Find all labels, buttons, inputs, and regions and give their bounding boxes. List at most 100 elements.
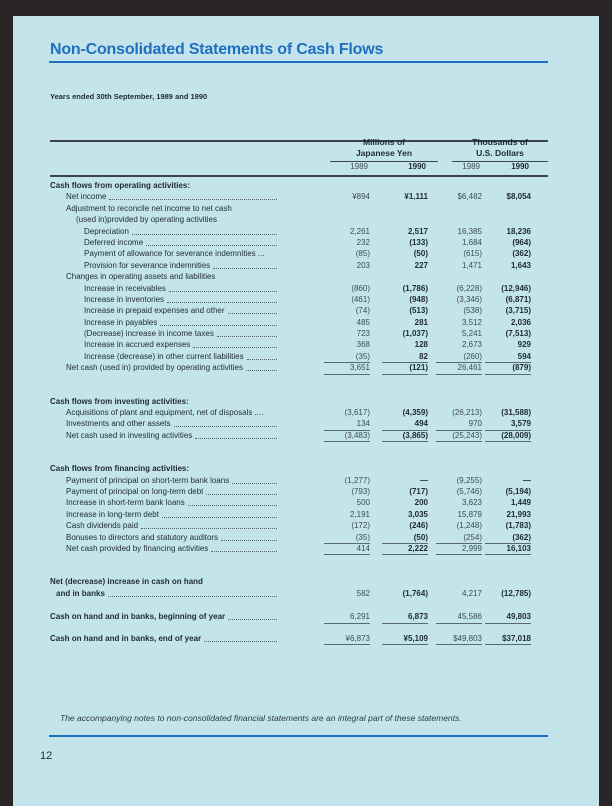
row-label: Increase in payables bbox=[84, 317, 158, 327]
value-cell: 1,449 bbox=[510, 498, 531, 508]
value-cell: (1,783) bbox=[505, 521, 531, 531]
value-cell: 414 bbox=[324, 543, 370, 556]
value-cell: 134 bbox=[324, 418, 370, 431]
value-cell: (31,588) bbox=[501, 408, 531, 418]
table-row: (Decrease) increase in income taxes 723 (1… bbox=[0, 328, 612, 339]
page-title: Non-Consolidated Statements of Cash Flow… bbox=[50, 41, 384, 58]
value-cell: (1,786) bbox=[402, 283, 428, 293]
value-cell: (35) bbox=[324, 351, 370, 364]
row-label: Adjustment to reconcile net income to ne… bbox=[66, 203, 232, 213]
leader-dots bbox=[217, 336, 277, 338]
value-cell: $49,803 bbox=[436, 633, 482, 645]
value-cell: (5,194) bbox=[505, 486, 531, 496]
section-heading-row: Net (decrease) increase in cash on hand bbox=[0, 576, 612, 587]
row-label: Provision for severance indemnities bbox=[84, 260, 211, 270]
value-cell: 3,623 bbox=[461, 498, 482, 508]
table-row: Payment of principal on long-term debt (7… bbox=[0, 486, 612, 497]
table-section: Cash flows from financing activities: Pay… bbox=[0, 463, 612, 556]
table-row: Cash on hand and in banks, end of year ¥6… bbox=[0, 633, 612, 645]
value-cell: (9,255) bbox=[456, 475, 482, 485]
section-heading: Cash flows from investing activities: bbox=[50, 396, 189, 406]
row-label: Deferred income bbox=[84, 237, 144, 247]
leader-dots bbox=[247, 358, 277, 360]
leader-dots bbox=[141, 528, 277, 530]
table-row: Increase in prepaid expenses and other (7… bbox=[0, 305, 612, 316]
value-cell: (50) bbox=[382, 532, 428, 544]
value-cell: (3,346) bbox=[456, 294, 482, 304]
value-cell: (26,213) bbox=[452, 408, 482, 418]
value-cell: 3,035 bbox=[407, 509, 428, 519]
table-row: Net income ¥894 ¥1,111 $6,482 $8,054 bbox=[0, 191, 612, 202]
leader-dots bbox=[232, 482, 277, 484]
leader-dots bbox=[146, 244, 277, 246]
row-label: Acquisitions of plant and equipment, net… bbox=[66, 408, 264, 418]
year-yen-1989: 1989 bbox=[350, 162, 368, 171]
value-cell: 2,517 bbox=[407, 226, 428, 236]
value-cell: (793) bbox=[351, 486, 370, 496]
value-cell: 3,512 bbox=[461, 317, 482, 327]
table-section: Cash flows from investing activities: Acq… bbox=[0, 396, 612, 443]
value-cell: 368 bbox=[356, 340, 370, 350]
yen-column-header: Millions of Japanese Yen bbox=[330, 137, 438, 159]
value-cell: 500 bbox=[356, 498, 370, 508]
value-cell: ¥894 bbox=[352, 192, 370, 202]
leader-dots bbox=[174, 426, 277, 428]
value-cell: 5,241 bbox=[461, 329, 482, 339]
year-usd-1989: 1989 bbox=[462, 162, 480, 171]
value-cell: (35) bbox=[324, 532, 370, 544]
value-cell: 200 bbox=[414, 498, 428, 508]
table-row: Investments and other assets 134 494 970 3,5… bbox=[0, 418, 612, 431]
row-label: Changes in operating assets and liabilit… bbox=[66, 272, 216, 282]
value-cell: (6,871) bbox=[505, 294, 531, 304]
value-cell: 45,586 bbox=[436, 611, 482, 624]
table-row: Payment of principal on short-term bank … bbox=[0, 475, 612, 486]
footer-rule bbox=[49, 735, 548, 737]
yen-header-rule bbox=[330, 161, 438, 162]
leader-dots bbox=[246, 370, 277, 372]
value-cell: 929 bbox=[517, 340, 531, 350]
leader-dots bbox=[132, 233, 277, 235]
row-label: Cash dividends paid bbox=[66, 521, 139, 531]
value-cell: (7,513) bbox=[505, 329, 531, 339]
leader-dots bbox=[160, 324, 277, 326]
value-cell: 1,471 bbox=[461, 260, 482, 270]
value-cell: (3,617) bbox=[344, 408, 370, 418]
value-cell: 203 bbox=[356, 260, 370, 270]
usd-header-line2: U.S. Dollars bbox=[476, 148, 524, 158]
value-cell: 3,651 bbox=[324, 362, 370, 375]
table-row: Depreciation 2,261 2,517 16,385 18,236 bbox=[0, 226, 612, 237]
value-cell: 1,684 bbox=[461, 237, 482, 247]
leader-dots bbox=[167, 301, 277, 303]
value-cell: $37,018 bbox=[485, 633, 531, 645]
table-row: and in banks 582 (1,764) 4,217 (12,785) bbox=[0, 588, 612, 599]
value-cell: (461) bbox=[351, 294, 370, 304]
table-row: Changes in operating assets and liabilit… bbox=[0, 271, 612, 282]
value-cell: (1,037) bbox=[402, 329, 428, 339]
table-row: Cash dividends paid (172) (246) (1,248) (1,7… bbox=[0, 520, 612, 531]
value-cell: (85) bbox=[355, 249, 370, 259]
table-section: Cash on hand and in banks, beginning of … bbox=[0, 611, 612, 624]
value-cell: $8,054 bbox=[506, 192, 531, 202]
value-cell: (12,785) bbox=[501, 588, 531, 598]
value-cell: 232 bbox=[356, 237, 370, 247]
page-number: 12 bbox=[40, 750, 53, 762]
table-row: Increase in short-term bank loans 500 200 3… bbox=[0, 497, 612, 508]
table-row: Net cash (used in) provided by operating… bbox=[0, 362, 612, 375]
table-section: Cash on hand and in banks, end of year ¥6… bbox=[0, 633, 612, 645]
row-label: Payment of principal on short-term bank … bbox=[66, 475, 230, 485]
value-cell: 16,103 bbox=[485, 543, 531, 556]
value-cell: 723 bbox=[356, 329, 370, 339]
value-cell: (513) bbox=[409, 306, 428, 316]
table-row: Deferred income 232 (133) 1,684 (964) bbox=[0, 237, 612, 248]
table-section: Cash flows from operating activities: Net… bbox=[0, 180, 612, 375]
footnote: The accompanying notes to non-consolidat… bbox=[60, 713, 462, 723]
table-row: Increase in long-term debt 2,191 3,035 15,8… bbox=[0, 509, 612, 520]
value-cell: (362) bbox=[485, 532, 531, 544]
row-label: Payment of principal on long-term debt bbox=[66, 486, 204, 496]
value-cell: 82 bbox=[382, 351, 428, 364]
row-label: Bonuses to directors and statutory audit… bbox=[66, 532, 219, 542]
value-cell: 582 bbox=[356, 588, 370, 598]
row-label: Increase in accrued expenses bbox=[84, 340, 191, 350]
table-row: Increase in accrued expenses 368 128 2,673 9… bbox=[0, 339, 612, 350]
value-cell: 970 bbox=[436, 418, 482, 431]
